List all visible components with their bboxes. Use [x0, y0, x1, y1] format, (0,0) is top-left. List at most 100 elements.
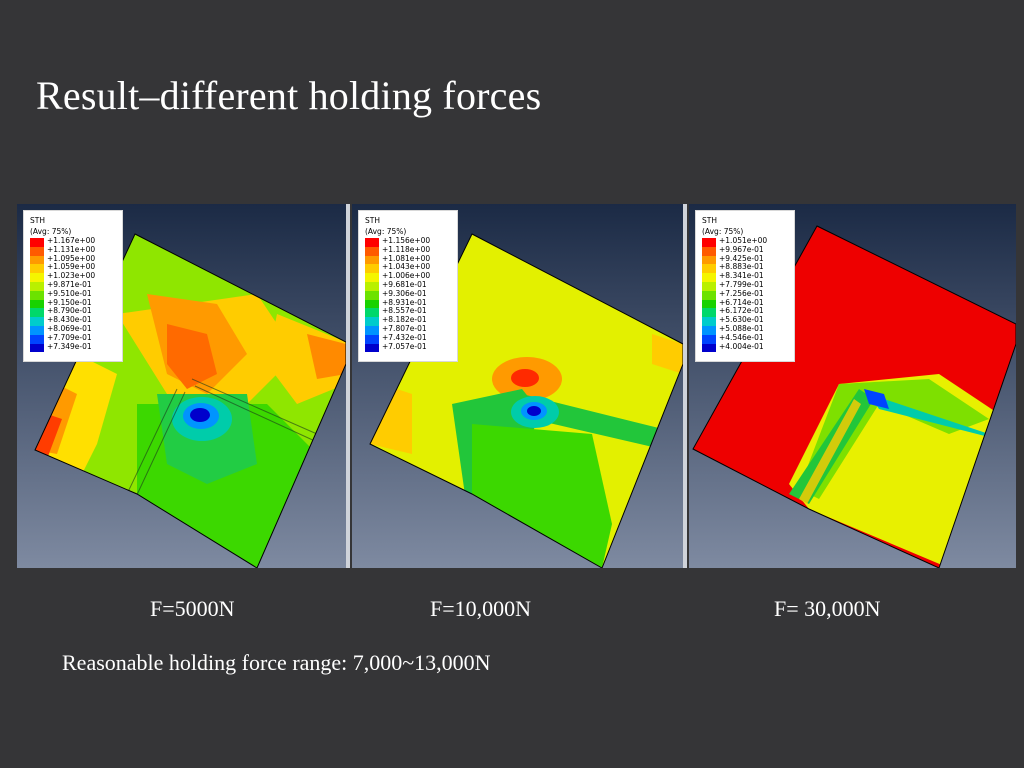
legend-swatch — [365, 281, 379, 291]
legend-swatch — [365, 299, 379, 309]
legend-swatch — [365, 317, 379, 326]
panel-divider — [683, 204, 687, 568]
legend-entry: +6.172e-01 — [702, 306, 790, 318]
legend-swatch — [365, 308, 379, 318]
contour-plot-1 — [17, 204, 346, 568]
legend-value: +8.430e-01 — [47, 315, 92, 325]
legend-swatch — [365, 343, 379, 353]
legend-value: +7.349e-01 — [47, 341, 92, 351]
legend-value: +8.182e-01 — [382, 315, 427, 325]
legend-entry: +7.799e-01 — [702, 279, 790, 291]
legend-swatch — [30, 290, 44, 300]
legend-value: +1.051e+00 — [719, 236, 768, 245]
legend-averaging: (Avg: 75%) — [30, 227, 72, 236]
legend-value: +7.709e-01 — [47, 332, 92, 342]
legend-value: +1.081e+00 — [382, 253, 431, 263]
legend-value: +8.790e-01 — [47, 306, 92, 316]
legend-entry: +5.088e-01 — [702, 324, 790, 335]
legend-swatch — [702, 246, 716, 256]
legend-swatch — [30, 273, 44, 282]
legend-value: +7.256e-01 — [719, 288, 764, 298]
caption-panel-1: F=5000N — [150, 596, 235, 621]
legend-swatch — [702, 317, 716, 326]
legend-entry: +4.004e-01 — [702, 342, 790, 353]
legend-swatch — [365, 246, 379, 256]
legend-entry: +5.630e-01 — [702, 315, 790, 326]
legend-entry: +7.256e-01 — [702, 288, 790, 300]
legend-variable: STH — [365, 216, 380, 225]
legend-value: +7.432e-01 — [382, 332, 427, 342]
legend-swatch — [30, 325, 44, 335]
legend-value: +1.059e+00 — [47, 262, 96, 272]
legend-variable: STH — [30, 216, 45, 225]
legend-swatch — [702, 255, 716, 265]
legend-variable: STH — [702, 216, 717, 225]
legend-entry: +1.131e+00 — [30, 244, 118, 256]
legend-entry: +8.341e-01 — [702, 271, 790, 282]
legend-entry: +1.006e+00 — [365, 271, 453, 282]
contour-plot-panel-2: STH (Avg: 75%) +1.156e+00 +1.118e+00 +1.08… — [352, 204, 683, 568]
contour-plot-panel-1: STH (Avg: 75%) +1.167e+00 +1.131e+00 +1.09… — [17, 204, 346, 568]
legend-swatch — [702, 325, 716, 335]
legend-entry: +9.871e-01 — [30, 280, 118, 291]
legend-averaging: (Avg: 75%) — [702, 227, 744, 236]
legend-entry: +7.057e-01 — [365, 341, 453, 353]
legend-value: +1.095e+00 — [47, 253, 96, 263]
holding-force-note: Reasonable holding force range: 7,000~13… — [62, 650, 491, 675]
legend-value: +6.714e-01 — [719, 297, 764, 307]
legend-value: +7.057e-01 — [382, 341, 427, 351]
legend-value: +7.799e-01 — [719, 279, 764, 289]
legend-value: +1.118e+00 — [382, 244, 431, 254]
legend-swatch — [702, 273, 716, 282]
legend-swatch — [30, 255, 44, 265]
panel-divider — [346, 204, 350, 568]
legend-swatch — [30, 299, 44, 309]
legend-value: +8.557e-01 — [382, 306, 427, 316]
legend-swatch — [365, 325, 379, 335]
legend-swatch — [702, 281, 716, 291]
legend-entry: +7.709e-01 — [30, 332, 118, 344]
legend-value: +7.807e-01 — [382, 323, 427, 333]
legend-swatch — [702, 334, 716, 344]
legend-swatch — [365, 238, 379, 247]
legend-swatch — [702, 299, 716, 309]
legend-swatch — [365, 255, 379, 265]
legend-entry: +6.714e-01 — [702, 297, 790, 309]
slide-title: Result–different holding forces — [36, 73, 542, 118]
contour-plot-2 — [352, 204, 683, 568]
legend-value: +9.967e-01 — [719, 244, 764, 254]
legend-entry: +8.931e-01 — [365, 298, 453, 309]
legend-entry: +9.967e-01 — [702, 244, 790, 256]
legend-swatch — [30, 343, 44, 353]
contour-legend-1: STH (Avg: 75%) +1.167e+00 +1.131e+00 +1.09… — [23, 210, 123, 362]
legend-entry: +8.069e-01 — [30, 324, 118, 335]
contour-plot-panel-3: STH (Avg: 75%) +1.051e+00 +9.967e-01 +9.42… — [689, 204, 1016, 568]
legend-swatch — [30, 308, 44, 318]
legend-swatch — [30, 238, 44, 247]
legend-entry: +1.059e+00 — [30, 262, 118, 274]
legend-swatch — [30, 281, 44, 291]
legend-value: +4.546e-01 — [719, 332, 764, 342]
legend-swatch — [30, 334, 44, 344]
legend-swatch — [30, 317, 44, 326]
legend-entry: +1.051e+00 — [702, 236, 790, 247]
legend-value: +1.043e+00 — [382, 262, 431, 272]
legend-swatch — [702, 290, 716, 300]
legend-swatch — [365, 290, 379, 300]
legend-entry: +4.546e-01 — [702, 332, 790, 344]
legend-value: +1.131e+00 — [47, 244, 96, 254]
legend-entry: +9.510e-01 — [30, 289, 118, 300]
legend-swatch — [30, 246, 44, 256]
legend-swatch — [365, 273, 379, 282]
legend-entry: +9.150e-01 — [30, 298, 118, 309]
legend-value: +6.172e-01 — [719, 306, 764, 316]
legend-value: +9.425e-01 — [719, 253, 764, 263]
legend-averaging: (Avg: 75%) — [365, 227, 407, 236]
legend-entry: +8.557e-01 — [365, 306, 453, 318]
legend-swatch — [702, 264, 716, 274]
legend-entry: +8.430e-01 — [30, 315, 118, 326]
legend-swatch — [702, 343, 716, 353]
legend-value: +8.341e-01 — [719, 271, 764, 281]
legend-entry: +1.118e+00 — [365, 244, 453, 256]
caption-panel-3: F= 30,000N — [774, 596, 881, 621]
